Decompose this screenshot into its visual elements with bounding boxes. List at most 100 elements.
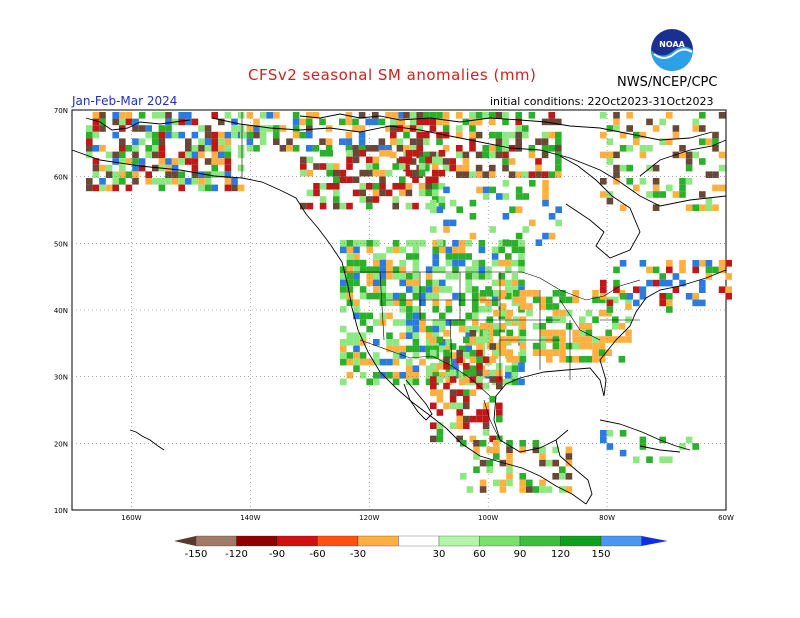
anomaly-cell: [119, 138, 126, 145]
anomaly-cell: [306, 118, 313, 126]
anomaly-cell: [506, 309, 513, 317]
anomaly-cell: [463, 402, 470, 410]
lat-label: 10N: [54, 507, 68, 515]
anomaly-cell: [502, 145, 509, 152]
anomaly-cell: [535, 158, 542, 165]
anomaly-cell: [499, 303, 507, 310]
anomaly-cell: [469, 138, 476, 145]
anomaly-cell: [99, 112, 106, 119]
anomaly-cell: [158, 131, 166, 139]
anomaly-cell: [171, 178, 179, 185]
anomaly-cell: [472, 306, 479, 313]
anomaly-cell: [438, 183, 446, 190]
anomaly-cell: [409, 125, 417, 132]
anomaly-cell: [565, 342, 573, 350]
anomaly-cell: [345, 145, 353, 152]
anomaly-cell: [412, 176, 419, 183]
coastline-segment: [639, 139, 727, 177]
anomaly-cell: [613, 125, 620, 132]
anomaly-cell: [273, 131, 280, 139]
anomaly-cell: [425, 202, 432, 210]
anomaly-cell: [425, 345, 433, 353]
anomaly-cell: [539, 329, 546, 337]
lat-label: 40N: [54, 307, 68, 315]
anomaly-cell: [224, 158, 232, 165]
anomaly-cell: [548, 131, 555, 139]
anomaly-cell: [430, 382, 437, 390]
anomaly-cell: [224, 131, 232, 139]
anomaly-cell: [679, 184, 686, 192]
anomaly-cell: [618, 323, 626, 330]
anomaly-cell: [478, 246, 486, 254]
anomaly-cell: [552, 342, 560, 350]
anomaly-cell: [613, 151, 620, 159]
anomaly-cell: [204, 138, 212, 145]
anomaly-cell: [513, 356, 520, 363]
anomaly-cell: [165, 118, 172, 126]
colorbar-segment: [398, 535, 440, 547]
anomaly-cell: [132, 158, 139, 165]
anomaly-cell: [528, 145, 536, 152]
anomaly-cell: [502, 138, 509, 145]
anomaly-cell: [86, 178, 93, 185]
anomaly-cell: [505, 286, 512, 293]
anomaly-cell: [526, 479, 533, 487]
anomaly-cell: [552, 329, 560, 337]
anomaly-cell: [442, 158, 450, 165]
anomaly-cell: [346, 156, 353, 164]
anomaly-cell: [358, 145, 366, 152]
anomaly-cell: [482, 415, 490, 423]
anomaly-cell: [105, 184, 113, 192]
anomaly-cell: [412, 378, 420, 386]
anomaly-cell: [712, 131, 719, 139]
anomaly-cell: [432, 163, 439, 170]
anomaly-cell: [379, 259, 387, 267]
anomaly-cell: [406, 286, 413, 293]
anomaly-cell: [353, 246, 360, 254]
anomaly-cell: [358, 138, 366, 145]
anomaly-cell: [340, 358, 347, 366]
anomaly-cell: [158, 145, 166, 152]
anomaly-cell: [508, 131, 516, 139]
anomaly-cell: [319, 202, 327, 210]
anomaly-cell: [379, 292, 387, 300]
anomaly-cell: [515, 206, 523, 213]
anomaly-cell: [482, 429, 490, 436]
anomaly-cell: [138, 138, 146, 145]
anomaly-cell: [112, 178, 119, 185]
anomaly-cell: [132, 164, 139, 172]
anomaly-cell: [218, 158, 225, 165]
anomaly-cell: [403, 164, 410, 172]
anomaly-cell: [432, 286, 439, 293]
anomaly-cell: [619, 260, 627, 267]
anomaly-cell: [373, 378, 380, 386]
anomaly-cell: [399, 292, 406, 300]
anomaly-cell: [542, 199, 549, 207]
colorbar-label: 150: [591, 549, 610, 560]
anomaly-cell: [458, 345, 466, 353]
anomaly-cell: [405, 189, 413, 197]
anomaly-cell: [359, 259, 367, 267]
anomaly-cell: [452, 266, 459, 273]
anomaly-cell: [299, 118, 306, 126]
anomaly-cell: [456, 389, 463, 396]
anomaly-cell: [386, 345, 393, 353]
anomaly-cell: [679, 178, 686, 185]
anomaly-cell: [403, 145, 410, 152]
anomaly-cell: [438, 196, 446, 203]
colorbar-label: 120: [551, 549, 570, 560]
anomaly-cell: [352, 189, 360, 197]
anomaly-cell: [423, 131, 430, 139]
anomaly-cell: [138, 125, 146, 132]
anomaly-cell: [353, 365, 360, 372]
anomaly-cell: [598, 342, 606, 350]
anomaly-cell: [613, 118, 620, 126]
anomaly-cell: [519, 296, 527, 304]
anomaly-cell: [396, 145, 404, 152]
colorbar-segment: [519, 535, 561, 547]
anomaly-cell: [392, 352, 400, 359]
anomaly-cell: [478, 259, 486, 267]
anomaly-cell: [486, 336, 494, 343]
anomaly-cell: [502, 164, 509, 172]
anomaly-cell: [476, 343, 483, 350]
